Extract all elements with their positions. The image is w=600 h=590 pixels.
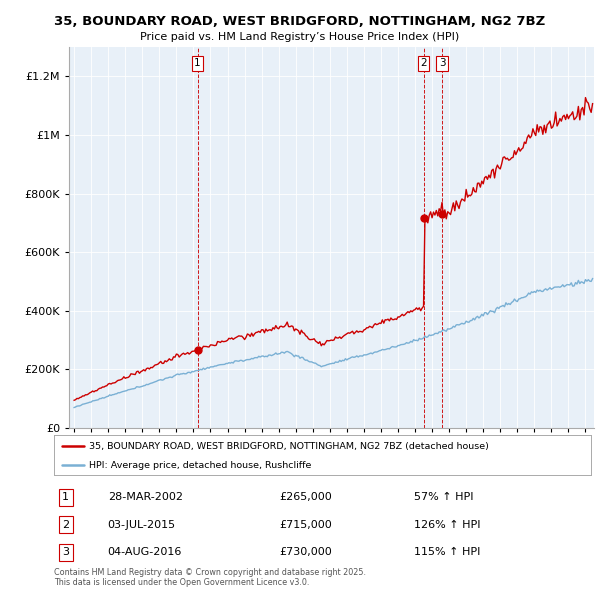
Text: 04-AUG-2016: 04-AUG-2016 [108, 547, 182, 557]
Text: £730,000: £730,000 [280, 547, 332, 557]
Text: 2: 2 [62, 520, 70, 530]
Text: 1: 1 [62, 492, 70, 502]
Text: 2: 2 [420, 58, 427, 68]
Text: Price paid vs. HM Land Registry’s House Price Index (HPI): Price paid vs. HM Land Registry’s House … [140, 32, 460, 42]
Text: 115% ↑ HPI: 115% ↑ HPI [414, 547, 480, 557]
Text: 3: 3 [62, 547, 70, 557]
Text: Contains HM Land Registry data © Crown copyright and database right 2025.
This d: Contains HM Land Registry data © Crown c… [54, 568, 366, 587]
Text: HPI: Average price, detached house, Rushcliffe: HPI: Average price, detached house, Rush… [89, 461, 311, 470]
Text: 35, BOUNDARY ROAD, WEST BRIDGFORD, NOTTINGHAM, NG2 7BZ (detached house): 35, BOUNDARY ROAD, WEST BRIDGFORD, NOTTI… [89, 442, 489, 451]
Text: 3: 3 [439, 58, 445, 68]
Text: 126% ↑ HPI: 126% ↑ HPI [414, 520, 480, 530]
Text: 35, BOUNDARY ROAD, WEST BRIDGFORD, NOTTINGHAM, NG2 7BZ: 35, BOUNDARY ROAD, WEST BRIDGFORD, NOTTI… [55, 15, 545, 28]
Text: 57% ↑ HPI: 57% ↑ HPI [414, 492, 473, 502]
Text: £715,000: £715,000 [280, 520, 332, 530]
Text: 1: 1 [194, 58, 201, 68]
Text: 28-MAR-2002: 28-MAR-2002 [108, 492, 182, 502]
Text: 03-JUL-2015: 03-JUL-2015 [108, 520, 176, 530]
Text: £265,000: £265,000 [280, 492, 332, 502]
